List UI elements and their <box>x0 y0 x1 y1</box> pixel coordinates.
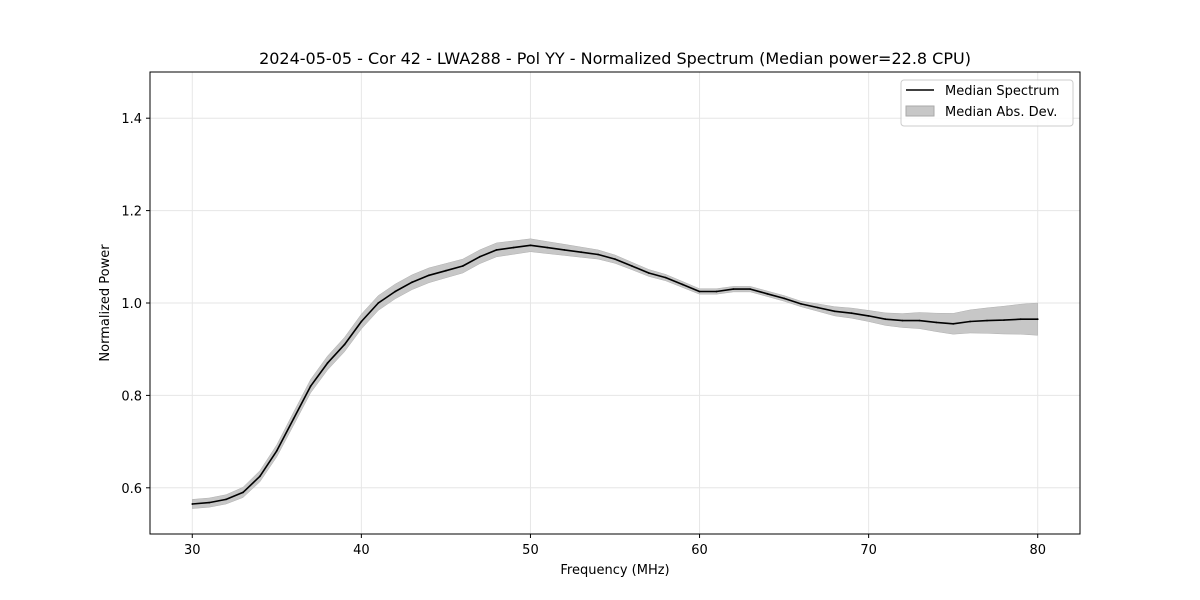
median-point-40 <box>360 320 363 323</box>
median-point-35 <box>275 449 278 452</box>
chart-title: 2024-05-05 - Cor 42 - LWA288 - Pol YY - … <box>259 49 971 68</box>
median-point-52 <box>563 249 566 251</box>
median-point-54 <box>597 253 599 256</box>
mad-band-layer <box>192 238 1038 509</box>
x-tick-label-40: 40 <box>353 543 370 558</box>
y-tick-label-1.2: 1.2 <box>121 205 142 220</box>
x-tick-label-60: 60 <box>691 543 708 558</box>
median-point-56 <box>631 265 633 267</box>
legend: Median Spectrum Median Abs. Dev. <box>900 79 1074 127</box>
median-point-34 <box>259 475 261 478</box>
median-point-65 <box>783 297 785 300</box>
median-point-72 <box>901 319 904 322</box>
median-point-71 <box>884 318 887 321</box>
y-tick-label-0.6: 0.6 <box>121 482 142 497</box>
median-point-62 <box>732 288 735 290</box>
median-point-37 <box>309 385 312 388</box>
tick-layer: 30 40 50 60 70 80 0.6 0.8 1.0 1.2 1.4 <box>121 112 1046 558</box>
median-point-49 <box>512 246 515 249</box>
median-point-59 <box>681 283 684 286</box>
y-tick-label-1.4: 1.4 <box>121 112 142 127</box>
legend-box <box>900 79 1074 127</box>
median-point-41 <box>377 302 380 304</box>
x-tick-label-70: 70 <box>860 543 877 558</box>
median-point-57 <box>647 272 650 274</box>
median-point-67 <box>817 306 819 309</box>
x-tick-label-80: 80 <box>1029 543 1046 558</box>
median-point-77 <box>986 319 988 322</box>
median-point-75 <box>952 322 955 325</box>
median-point-43 <box>411 281 413 284</box>
x-tick-label-30: 30 <box>184 543 201 558</box>
median-point-50 <box>529 244 532 247</box>
y-axis-label: Normalized Power <box>98 244 113 362</box>
median-point-76 <box>969 320 971 323</box>
median-point-70 <box>867 315 870 317</box>
median-point-32 <box>225 498 228 501</box>
median-point-55 <box>614 258 616 260</box>
legend-band-swatch <box>905 105 935 117</box>
median-point-63 <box>749 288 752 290</box>
y-tick-label-1.0: 1.0 <box>121 297 142 312</box>
median-point-30 <box>191 503 194 505</box>
median-point-58 <box>664 276 667 279</box>
x-tick-label-50: 50 <box>522 543 539 558</box>
median-point-42 <box>394 290 397 293</box>
median-point-51 <box>546 246 549 249</box>
median-point-46 <box>461 265 464 267</box>
median-point-61 <box>715 290 718 293</box>
median-point-38 <box>326 362 329 364</box>
median-point-66 <box>800 303 802 305</box>
x-axis-label: Frequency (MHz) <box>560 563 669 578</box>
median-point-39 <box>343 343 346 346</box>
median-point-78 <box>1003 319 1005 321</box>
median-point-53 <box>580 251 583 254</box>
median-point-74 <box>935 321 938 324</box>
median-point-68 <box>833 310 836 313</box>
mad-band-area <box>192 238 1038 509</box>
median-point-80 <box>1036 318 1039 321</box>
median-point-47 <box>478 255 481 258</box>
median-point-31 <box>208 501 211 504</box>
median-point-73 <box>918 319 921 322</box>
median-point-64 <box>766 292 769 295</box>
median-point-36 <box>292 417 295 420</box>
median-point-33 <box>242 491 244 494</box>
median-point-45 <box>445 269 447 272</box>
median-point-44 <box>428 274 430 277</box>
median-point-48 <box>495 249 498 251</box>
median-point-60 <box>698 290 701 293</box>
median-line-layer <box>191 244 1039 505</box>
y-tick-label-0.8: 0.8 <box>121 389 142 404</box>
legend-label-median-abs-dev: Median Abs. Dev. <box>945 105 1057 120</box>
median-point-69 <box>850 312 853 315</box>
median-point-79 <box>1019 318 1022 321</box>
legend-label-median-spectrum: Median Spectrum <box>945 84 1059 99</box>
